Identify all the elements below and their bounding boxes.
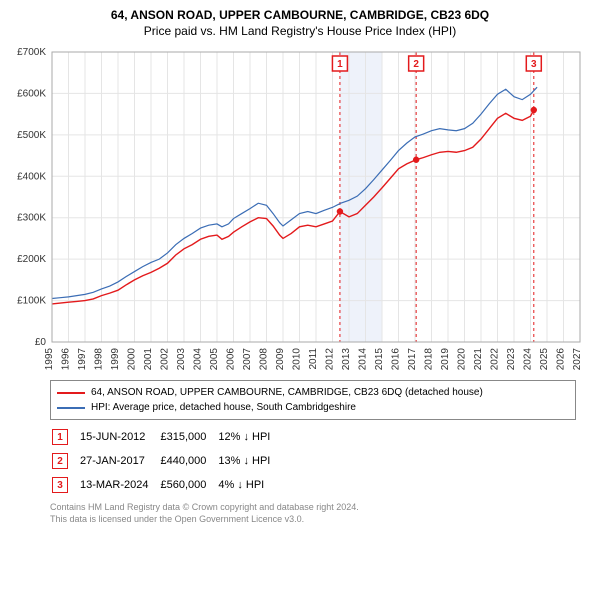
event-date: 13-MAR-2024 [80,474,158,496]
event-num-box: 1 [52,429,68,445]
x-tick-label: 2022 [490,348,501,371]
event-price: £440,000 [160,450,216,472]
y-tick-label: £0 [35,337,47,348]
y-tick-label: £600K [17,88,46,99]
event-delta: 12% ↓ HPI [218,426,280,448]
x-tick-label: 2016 [391,348,402,371]
event-date: 27-JAN-2017 [80,450,158,472]
x-tick-label: 2011 [308,348,319,370]
series-property [52,110,534,304]
legend: 64, ANSON ROAD, UPPER CAMBOURNE, CAMBRID… [50,380,576,420]
chart-container: 64, ANSON ROAD, UPPER CAMBOURNE, CAMBRID… [0,0,600,529]
y-tick-label: £500K [17,130,46,141]
event-marker-num: 2 [413,59,419,70]
event-delta: 4% ↓ HPI [218,474,280,496]
footer-line1: Contains HM Land Registry data © Crown c… [50,502,576,514]
legend-swatch [57,392,85,394]
x-tick-label: 2005 [209,348,220,371]
x-tick-label: 1999 [110,348,121,371]
x-tick-label: 1997 [77,348,88,371]
x-tick-label: 2026 [556,348,567,371]
x-tick-label: 2002 [160,348,171,371]
x-tick-label: 2012 [325,348,336,371]
x-tick-label: 2024 [523,348,534,371]
y-tick-label: £700K [17,47,46,58]
x-tick-label: 2000 [127,348,138,371]
x-tick-label: 2001 [143,348,154,371]
legend-item: HPI: Average price, detached house, Sout… [57,400,569,415]
event-row: 1 15-JUN-2012£315,00012% ↓ HPI [52,426,280,448]
x-tick-label: 2017 [407,348,418,371]
x-tick-label: 2010 [292,348,303,371]
legend-label: HPI: Average price, detached house, Sout… [91,400,356,415]
event-delta: 13% ↓ HPI [218,450,280,472]
y-tick-label: £200K [17,254,46,265]
event-marker-num: 3 [531,59,537,70]
footer-attribution: Contains HM Land Registry data © Crown c… [50,502,576,525]
x-tick-label: 1998 [94,348,105,371]
chart-title: 64, ANSON ROAD, UPPER CAMBOURNE, CAMBRID… [8,8,592,22]
event-row: 3 13-MAR-2024£560,0004% ↓ HPI [52,474,280,496]
x-tick-label: 2019 [440,348,451,371]
event-price: £560,000 [160,474,216,496]
legend-label: 64, ANSON ROAD, UPPER CAMBOURNE, CAMBRID… [91,385,483,400]
line-chart: £0 £100K £200K £300K £400K £500K £600K £700K 199… [8,44,592,374]
y-tick-label: £300K [17,213,46,224]
chart-subtitle: Price paid vs. HM Land Registry's House … [8,24,592,38]
x-tick-label: 2025 [539,348,550,371]
highlight-band [340,52,382,342]
legend-item: 64, ANSON ROAD, UPPER CAMBOURNE, CAMBRID… [57,385,569,400]
x-tick-label: 2007 [242,348,253,371]
event-num-box: 3 [52,477,68,493]
event-num-box: 2 [52,453,68,469]
x-tick-label: 2004 [193,348,204,371]
event-num-cell: 3 [52,474,78,496]
event-price: £315,000 [160,426,216,448]
x-tick-label: 2006 [226,348,237,371]
x-tick-label: 2015 [374,348,385,371]
x-tick-label: 2021 [473,348,484,371]
footer-line2: This data is licensed under the Open Gov… [50,514,576,526]
event-dot [337,208,343,214]
chart-area: £0 £100K £200K £300K £400K £500K £600K £700K 199… [8,44,592,374]
x-tick-label: 2018 [424,348,435,371]
legend-swatch [57,407,85,409]
x-tick-label: 2023 [506,348,517,371]
x-tick-label: 2003 [176,348,187,371]
x-tick-label: 2013 [341,348,352,371]
event-dot [531,107,537,113]
events-table: 1 15-JUN-2012£315,00012% ↓ HPI 2 27-JAN-201… [50,424,282,498]
x-tick-label: 2020 [457,348,468,371]
x-tick-label: 2008 [259,348,270,371]
x-tick-label: 2009 [275,348,286,371]
event-num-cell: 2 [52,450,78,472]
x-tick-label: 2027 [572,348,583,371]
x-tick-label: 2014 [358,348,369,371]
x-tick-label: 1995 [44,348,55,371]
y-tick-label: £100K [17,296,46,307]
x-tick-label: 1996 [61,348,72,371]
y-tick-label: £400K [17,171,46,182]
event-row: 2 27-JAN-2017£440,00013% ↓ HPI [52,450,280,472]
event-dot [413,157,419,163]
event-num-cell: 1 [52,426,78,448]
event-date: 15-JUN-2012 [80,426,158,448]
event-marker-num: 1 [337,59,343,70]
